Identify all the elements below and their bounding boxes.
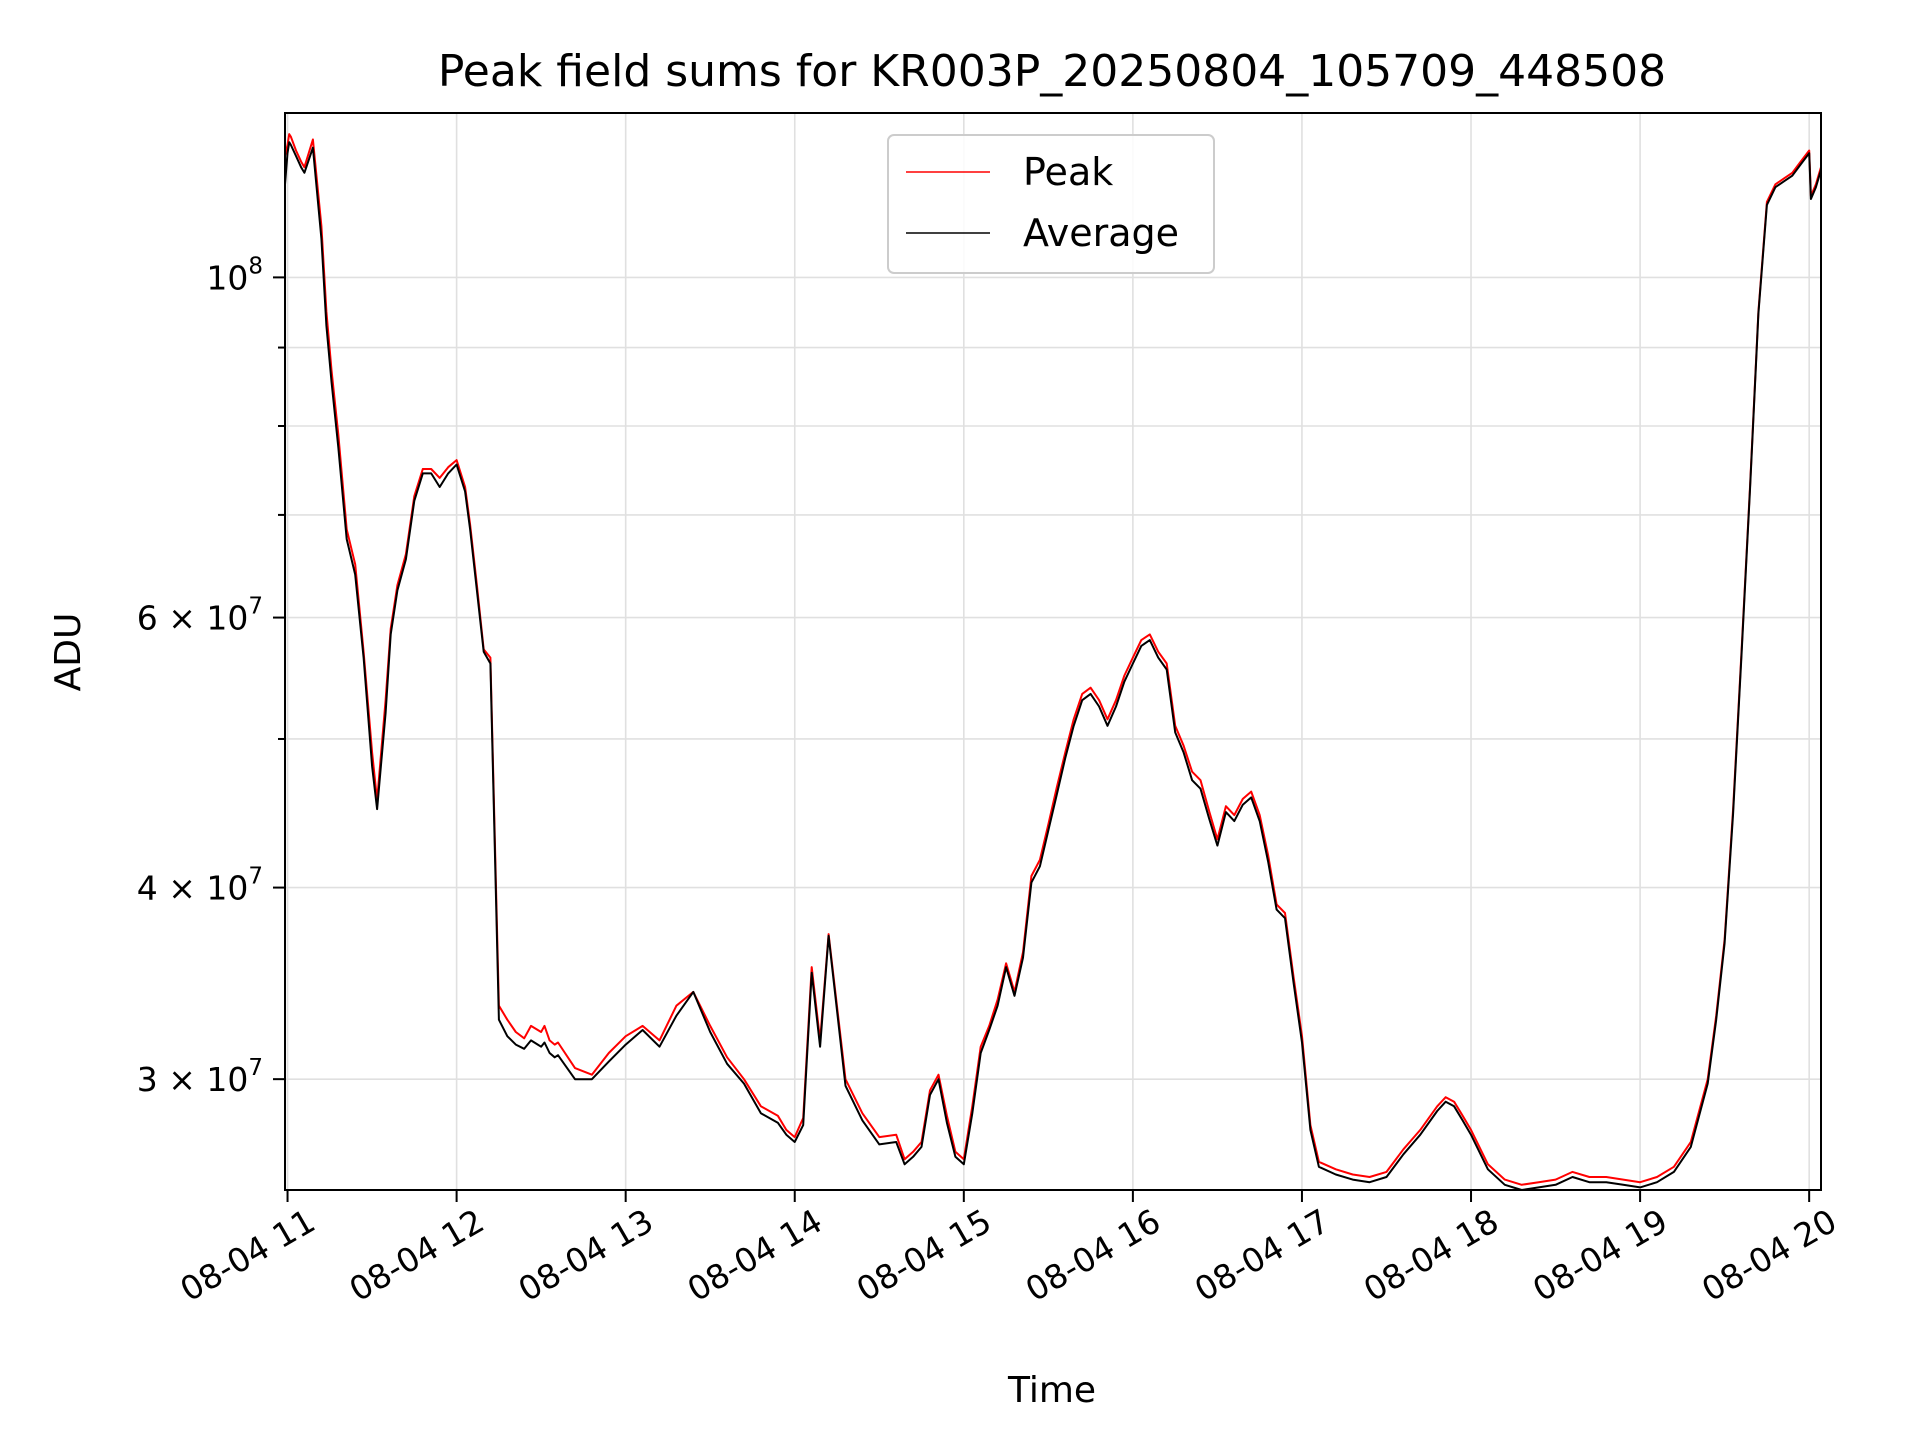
y-tick-label: 108 <box>206 253 263 297</box>
x-axis-label: Time <box>1007 1370 1096 1411</box>
grid <box>285 113 1821 1190</box>
y-tick-label: 4 × 107 <box>137 864 263 908</box>
y-axis-label: ADU <box>48 613 89 692</box>
y-tick-label: 6 × 107 <box>137 594 263 638</box>
y-axis-ticks: 3 × 107 4 × 107 6 × 107 108 <box>137 253 285 1099</box>
legend-box <box>887 134 1215 274</box>
legend-label-average: Average <box>1023 211 1179 255</box>
chart-title: Peak field sums for KR003P_20250804_1057… <box>438 46 1666 97</box>
legend-label-peak: Peak <box>1023 150 1113 194</box>
series-line-peak <box>284 133 1822 1186</box>
axes-frame <box>284 112 1822 1191</box>
legend: Peak Average <box>887 134 1215 274</box>
y-tick-label: 3 × 107 <box>137 1055 263 1099</box>
